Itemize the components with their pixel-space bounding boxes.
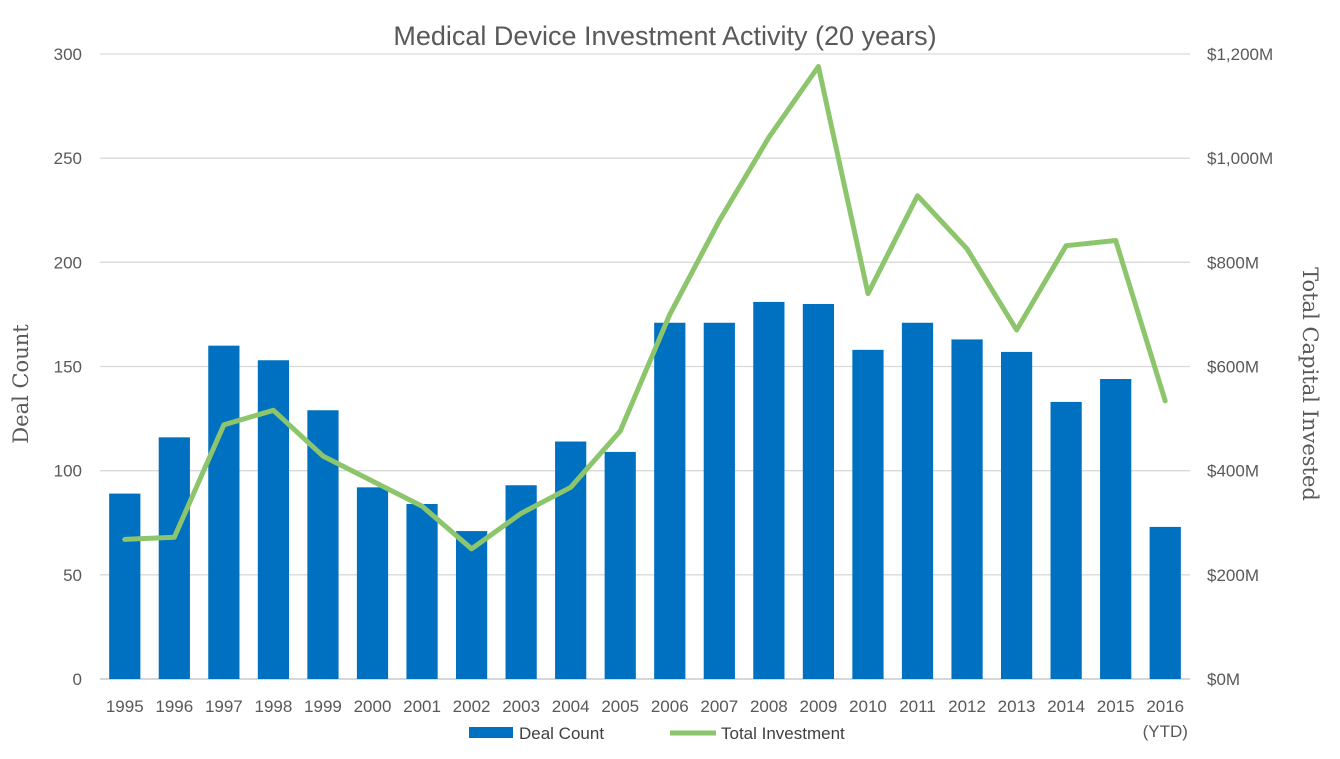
- x-tick-label: 2007: [700, 697, 738, 716]
- x-tick-label: 2014: [1047, 697, 1085, 716]
- x-tick-label: 2005: [601, 697, 639, 716]
- bar-2012: [951, 339, 983, 679]
- bar-2005: [604, 451, 636, 679]
- x-tick-label: 2015: [1097, 697, 1135, 716]
- line-point-2010: [867, 293, 869, 295]
- bar-1997: [208, 345, 240, 679]
- total-investment-line: [122, 64, 1168, 552]
- bar-2010: [852, 349, 884, 679]
- x-tick-label: 2001: [403, 697, 441, 716]
- line-point-2009: [817, 66, 819, 67]
- line-point-1997: [223, 424, 225, 426]
- y2-tick-label: $0M: [1207, 670, 1240, 689]
- line-series-total-investment: [122, 64, 1168, 552]
- line-point-2006: [669, 313, 671, 315]
- y2-tick-label: $200M: [1207, 566, 1259, 585]
- line-point-2003: [520, 512, 522, 514]
- bar-1999: [307, 410, 339, 679]
- y-tick-label: 0: [73, 670, 82, 689]
- legend-label-deal-count: Deal Count: [519, 724, 604, 743]
- line-point-2011: [917, 195, 918, 197]
- bar-2016: [1149, 526, 1181, 679]
- y-tick-label: 100: [54, 462, 82, 481]
- y-tick-label: 200: [54, 253, 82, 272]
- right-axis-ticks: $0M $200M $400M $600M $800M $1,000M $1,200M: [1207, 45, 1273, 689]
- line-point-1999: [322, 455, 324, 457]
- x-tick-label: 1997: [205, 697, 243, 716]
- left-axis-ticks: 0 50 100 150 200 250 300: [54, 45, 82, 689]
- bar-series-deal-count: [109, 301, 1181, 679]
- bar-2006: [654, 322, 686, 679]
- x-tick-label: 2000: [354, 697, 392, 716]
- line-point-2005: [619, 430, 621, 432]
- x-tick-label: 2008: [750, 697, 788, 716]
- line-point-2016: [1164, 400, 1166, 402]
- x-tick-label: 1999: [304, 697, 342, 716]
- line-point-2014: [1065, 245, 1067, 247]
- line-point-2004: [570, 486, 572, 488]
- bar-2014: [1050, 401, 1082, 679]
- bar-2007: [703, 322, 735, 679]
- y-tick-label: 300: [54, 45, 82, 64]
- line-point-1995: [124, 538, 126, 540]
- x-tick-label: 2009: [799, 697, 837, 716]
- x-tick-label: 2013: [998, 697, 1036, 716]
- x-tick-label: 1995: [106, 697, 144, 716]
- x-tick-label: 2004: [552, 697, 590, 716]
- line-point-2000: [372, 480, 373, 482]
- x-tick-label: 2016: [1146, 697, 1184, 716]
- line-point-2001: [421, 505, 423, 507]
- y-axis-title: Deal Count: [9, 324, 33, 444]
- x-tick-label: 1996: [155, 697, 193, 716]
- chart-title: Medical Device Investment Activity (20 y…: [393, 21, 936, 51]
- legend: Deal Count Total Investment: [469, 724, 845, 743]
- line-point-1998: [272, 409, 274, 411]
- bar-2008: [753, 301, 785, 679]
- bar-2000: [356, 487, 389, 679]
- y-tick-label: 50: [63, 566, 82, 585]
- bar-2002: [455, 531, 488, 679]
- line-point-1996: [173, 536, 175, 538]
- x-tick-sublabel: (YTD): [1143, 722, 1188, 741]
- bar-2011: [901, 322, 934, 679]
- y-tick-label: 250: [54, 149, 82, 168]
- bar-1995: [109, 493, 141, 679]
- y2-tick-label: $400M: [1207, 462, 1259, 481]
- x-tick-label: 2012: [948, 697, 986, 716]
- bar-2015: [1100, 379, 1132, 679]
- line-point-2015: [1115, 239, 1117, 241]
- x-tick-label: 1998: [254, 697, 292, 716]
- x-tick-label: 2006: [651, 697, 689, 716]
- line-point-2008: [768, 136, 770, 138]
- x-tick-label: 2010: [849, 697, 887, 716]
- line-point-2012: [966, 248, 968, 250]
- y-tick-label: 150: [54, 358, 82, 377]
- legend-swatch-deal-count: [469, 727, 513, 738]
- y2-tick-label: $1,200M: [1207, 45, 1273, 64]
- x-tick-label: 2002: [453, 697, 491, 716]
- bar-2013: [1000, 351, 1033, 679]
- bar-2004: [555, 441, 587, 679]
- bar-2009: [802, 304, 835, 679]
- y2-axis-title: Total Capital Invested: [1298, 267, 1322, 501]
- x-tick-label: 2011: [899, 697, 936, 716]
- x-axis-ticks: 1995 1996 1997 1998 1999 2000 2001 2002 2003 2004…: [106, 697, 1188, 741]
- y2-tick-label: $1,000M: [1207, 149, 1273, 168]
- bar-1996: [158, 437, 190, 679]
- bar-2003: [505, 485, 537, 679]
- line-point-2013: [1016, 329, 1018, 331]
- x-tick-label: 2003: [502, 697, 540, 716]
- line-point-2007: [718, 220, 720, 222]
- legend-label-total-investment: Total Investment: [721, 724, 845, 743]
- bar-2001: [406, 504, 438, 679]
- line-point-2002: [471, 548, 473, 550]
- y2-tick-label: $600M: [1207, 358, 1259, 377]
- y2-tick-label: $800M: [1207, 253, 1259, 272]
